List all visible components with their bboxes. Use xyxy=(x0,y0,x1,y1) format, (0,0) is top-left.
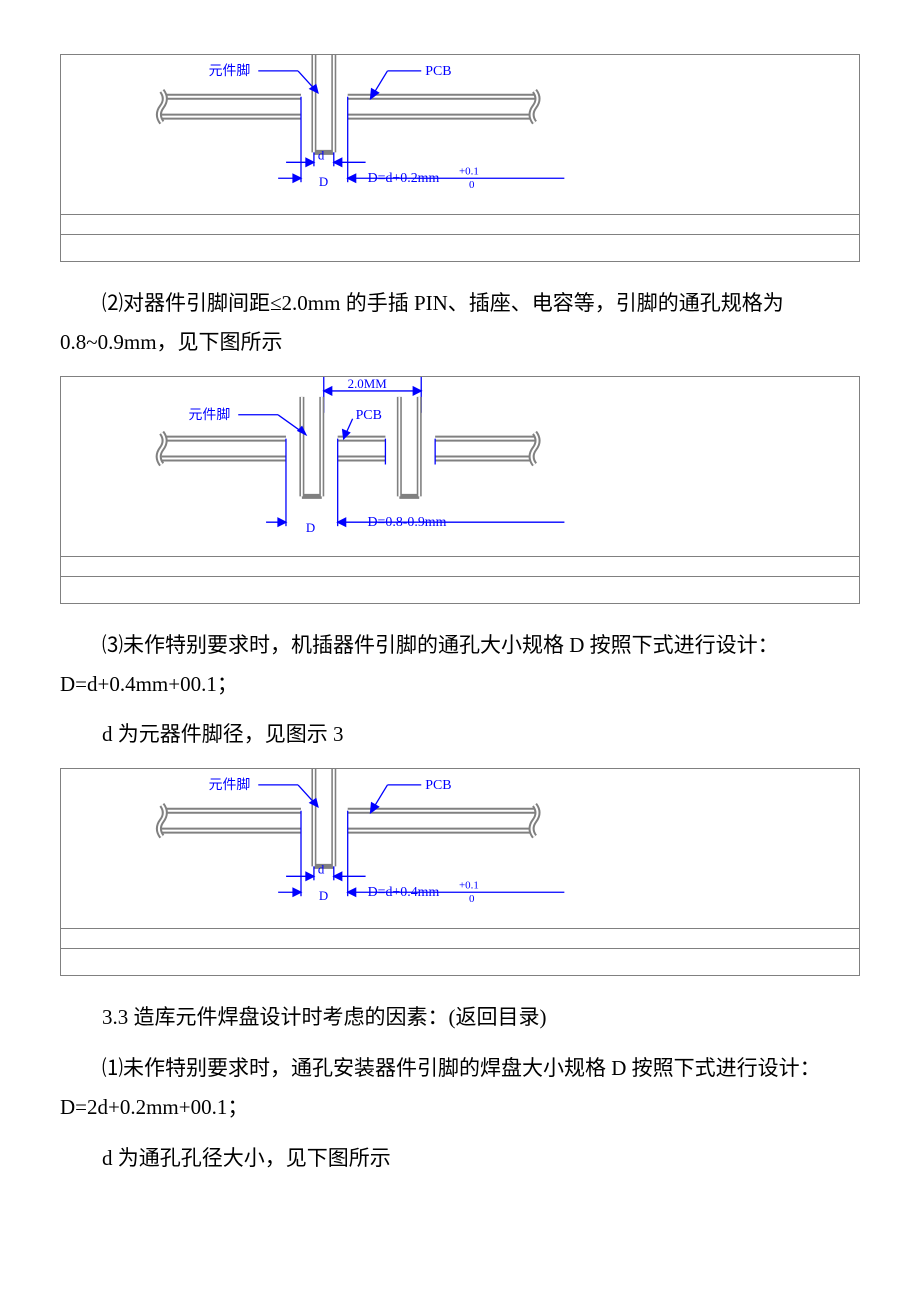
figure3-diagram: d D D=d+0.4mm +0.1 0 元件脚 PCB xyxy=(61,769,859,929)
fig2-pin-label: 元件脚 xyxy=(189,406,231,422)
paragraph-3: 3.3 造库元件焊盘设计时考虑的因素：(返回目录) xyxy=(60,998,860,1037)
figure2-diagram: 2.0MM xyxy=(61,377,859,557)
fig2-pcb-label: PCB xyxy=(356,407,382,422)
fig3-d-label: d xyxy=(318,862,325,877)
fig1-pin-label: 元件脚 xyxy=(209,63,251,79)
figure1-spacer2 xyxy=(61,235,859,261)
fig2-pitch: 2.0MM xyxy=(348,377,388,391)
fig3-pcb-label: PCB xyxy=(425,778,451,793)
fig1-tol-lo: 0 xyxy=(469,179,475,191)
fig2-formula: D=0.8-0.9mm xyxy=(368,515,447,530)
figure-frame-1: d D D=d+0.2mm +0.1 0 元件脚 PCB xyxy=(60,54,860,262)
figure1-diagram: d D D=d+0.2mm +0.1 0 元件脚 PCB xyxy=(61,55,859,215)
fig3-tol-up: +0.1 xyxy=(459,879,479,891)
paragraph-1: ⑵对器件引脚间距≤2.0mm 的手插 PIN、插座、电容等，引脚的通孔规格为 0… xyxy=(60,284,860,362)
figure3-spacer1 xyxy=(61,929,859,949)
fig3-tol-lo: 0 xyxy=(469,893,475,905)
figure3-spacer2 xyxy=(61,949,859,975)
paragraph-4: ⑴未作特别要求时，通孔安装器件引脚的焊盘大小规格 D 按照下式进行设计：D=2d… xyxy=(60,1049,860,1127)
fig3-formula: D=d+0.4mm xyxy=(368,885,440,900)
figure2-spacer2 xyxy=(61,577,859,603)
paragraph-2b: d 为元器件脚径，见图示 3 xyxy=(60,715,860,754)
fig2-D-label: D xyxy=(306,520,315,535)
fig1-D-label: D xyxy=(319,174,328,189)
figure2-spacer1 xyxy=(61,557,859,577)
fig3-D-label: D xyxy=(319,888,328,903)
figure2-svg: 2.0MM xyxy=(61,377,859,556)
paragraph-2: ⑶未作特别要求时，机插器件引脚的通孔大小规格 D 按照下式进行设计：D=d+0.… xyxy=(60,626,860,704)
fig3-pin-label: 元件脚 xyxy=(209,777,251,793)
fig1-pcb-label: PCB xyxy=(425,64,451,79)
figure3-svg: d D D=d+0.4mm +0.1 0 元件脚 PCB xyxy=(61,769,859,928)
paragraph-5: d 为通孔孔径大小，见下图所示 xyxy=(60,1139,860,1178)
fig1-formula: D=d+0.2mm xyxy=(368,171,440,186)
figure1-svg: d D D=d+0.2mm +0.1 0 元件脚 PCB xyxy=(61,55,859,214)
fig1-d-label: d xyxy=(318,147,325,162)
figure-frame-2: 2.0MM xyxy=(60,376,860,604)
figure1-spacer1 xyxy=(61,215,859,235)
figure-frame-3: d D D=d+0.4mm +0.1 0 元件脚 PCB xyxy=(60,768,860,976)
fig1-tol-up: +0.1 xyxy=(459,165,479,177)
